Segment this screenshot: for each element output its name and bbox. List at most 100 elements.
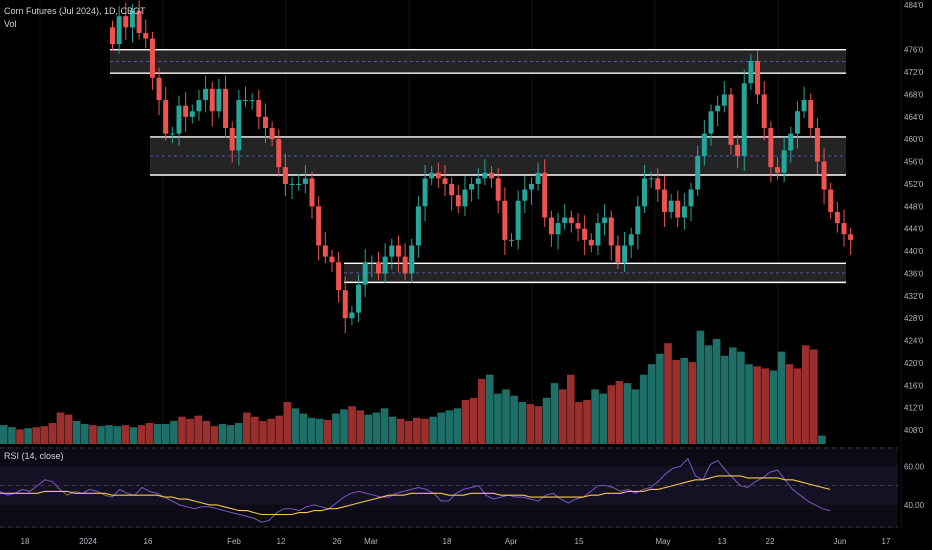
volume-bar <box>445 410 454 444</box>
candle-body <box>801 100 807 112</box>
time-tick-label: 18 <box>443 537 452 546</box>
volume-bar <box>680 357 688 444</box>
volume-bar <box>48 423 57 444</box>
volume-bar <box>162 424 170 444</box>
candle-body <box>123 16 129 28</box>
time-tick-label: May <box>655 537 670 546</box>
candle-body <box>695 155 701 190</box>
volume-bar <box>793 368 802 444</box>
candle-body <box>183 105 189 117</box>
candle-body <box>668 200 674 212</box>
candle-body <box>342 290 348 319</box>
candle-body <box>282 167 288 184</box>
volume-bar <box>405 420 413 444</box>
volume-bar <box>477 378 486 444</box>
candle-body <box>622 245 628 263</box>
candle-body <box>781 150 787 173</box>
candle-body <box>136 10 142 33</box>
candle-body <box>449 183 455 196</box>
candle-body <box>322 245 328 257</box>
time-tick-label: 26 <box>333 537 342 546</box>
price-tick-label: 436'0 <box>904 269 924 278</box>
price-tick-label: 428'0 <box>904 314 924 323</box>
candle-body <box>462 189 468 207</box>
candle-body <box>402 256 408 274</box>
volume-bar <box>89 425 97 444</box>
support-resistance-zones <box>110 49 846 284</box>
volume-bar <box>291 408 300 444</box>
candle-body <box>834 211 840 224</box>
candle-body <box>276 139 282 168</box>
candle-body <box>522 189 528 201</box>
candle-body <box>708 111 714 134</box>
volume-bar <box>623 383 632 444</box>
candle-body <box>356 284 362 313</box>
candle-body <box>243 100 248 102</box>
volume-bar <box>259 420 267 444</box>
time-tick-label: 15 <box>575 537 584 546</box>
volume-bar <box>672 360 680 444</box>
time-axis: 18 2024 16 Feb 12 26 Mar 18 Apr 15 May 13 22 Jun 17 <box>21 537 891 546</box>
volume-bar <box>615 381 624 444</box>
volume-bar <box>753 366 761 444</box>
candle-body <box>203 88 209 101</box>
volume-bar <box>777 351 786 444</box>
candle-body <box>409 245 415 274</box>
candle-body <box>249 100 255 102</box>
price-tick-label: 460'0 <box>904 135 924 144</box>
time-tick-label: 2024 <box>79 537 97 546</box>
volume-bar <box>583 399 591 444</box>
candle-body <box>110 27 115 45</box>
price-tick-label: 476'0 <box>904 46 924 55</box>
volume-bar <box>769 370 778 444</box>
candle-body <box>262 116 268 129</box>
candle-body <box>495 178 501 201</box>
volume-bar <box>315 418 324 444</box>
candle-body <box>196 100 202 112</box>
candle-body <box>735 144 741 156</box>
candle-body <box>688 189 694 207</box>
volume-bar <box>486 374 494 444</box>
volume-bar <box>550 383 559 444</box>
candle-body <box>542 172 548 218</box>
volume-bar <box>202 420 211 444</box>
candle-body <box>435 172 441 179</box>
candle-body <box>329 256 335 263</box>
time-tick-label: Jun <box>834 537 847 546</box>
volume-bar <box>324 419 332 444</box>
candle-body <box>116 16 122 45</box>
volume-bar <box>275 415 283 444</box>
candle-body <box>209 88 215 112</box>
candle-body <box>422 178 428 207</box>
volume-bar <box>137 425 146 444</box>
candle-body <box>748 60 754 84</box>
volume-bar <box>283 402 292 444</box>
volume-bar <box>421 418 429 444</box>
volume-bar <box>129 427 138 444</box>
time-tick-label: Apr <box>505 537 518 546</box>
volume-bar <box>542 397 551 444</box>
volume-bar <box>64 414 73 444</box>
candle-body <box>296 183 302 185</box>
volume-bar <box>372 412 381 444</box>
candle-body <box>509 239 514 241</box>
volume-bar <box>170 420 178 444</box>
volume-bar <box>761 368 769 444</box>
candle-body <box>648 178 654 180</box>
volume-bar <box>210 426 219 444</box>
time-tick-label: 12 <box>277 537 286 546</box>
volume-bar <box>340 409 348 444</box>
volume-bar <box>688 362 697 444</box>
price-axis: 484'0 476'0 472'0 468'0 464'0 460'0 456'0 452'0… <box>904 1 925 510</box>
volume-bar <box>461 399 470 444</box>
zone-fill <box>344 263 846 283</box>
volume-bar <box>97 426 105 444</box>
volume-bar <box>518 402 526 444</box>
candle-body <box>489 172 495 179</box>
candle-body <box>149 38 155 78</box>
candle-body <box>442 178 448 184</box>
candle-body <box>642 178 647 207</box>
volume-bar <box>299 413 308 444</box>
volume-bar <box>307 417 316 444</box>
